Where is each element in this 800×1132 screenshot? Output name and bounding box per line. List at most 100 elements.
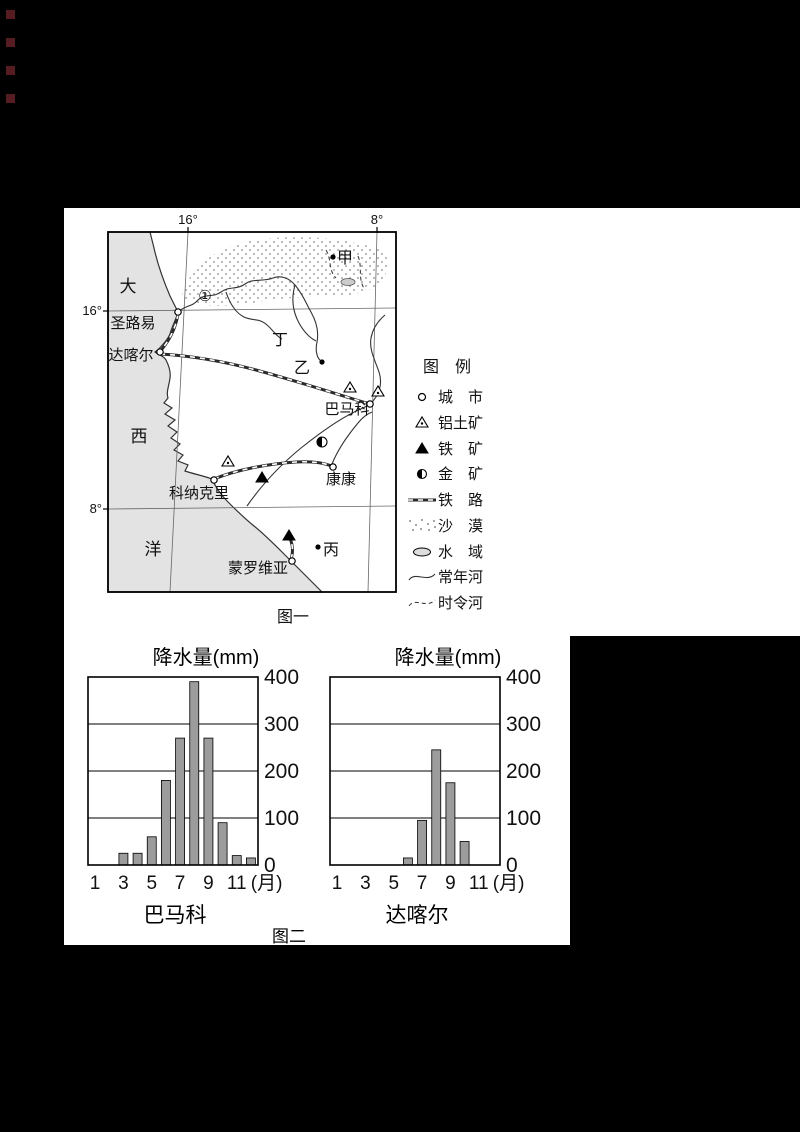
svg-text:7: 7 xyxy=(417,873,428,894)
city-kankan xyxy=(329,463,337,471)
label-kankan: 康康 xyxy=(326,471,356,488)
gold-ore-symbol xyxy=(316,436,328,448)
label-saint-louis: 圣路易 xyxy=(110,315,155,332)
point-jia-dot xyxy=(330,254,336,260)
legend-item-label: 金 矿 xyxy=(438,466,483,483)
svg-text:1: 1 xyxy=(90,873,101,894)
legend-item-label: 铁 路 xyxy=(438,492,483,509)
svg-text:0: 0 xyxy=(264,854,276,877)
svg-text:(月): (月) xyxy=(493,873,525,894)
legend-item-label: 沙 漠 xyxy=(438,518,483,535)
niger-river-upper xyxy=(246,403,371,507)
bauxite-icon xyxy=(415,415,429,428)
chart-title: 降水量(mm) xyxy=(152,647,260,669)
perennial-river-icon xyxy=(408,573,436,581)
lat-label-8: 8° xyxy=(90,501,102,516)
water-icon xyxy=(413,547,431,557)
svg-text:400: 400 xyxy=(264,669,299,689)
lon-label-8: 8° xyxy=(371,212,383,227)
gold-ore-icon xyxy=(416,468,428,480)
scan-artifact xyxy=(6,38,15,47)
label-point-bing: 丙 xyxy=(323,542,339,559)
label-point-ding: 丁 xyxy=(272,332,288,349)
label-bamako: 巴马科 xyxy=(324,401,369,418)
railway-conakry-kankan xyxy=(213,460,333,481)
precip-bar xyxy=(431,749,442,866)
bar-plot-dakar: 0 100 200 300 400 1 3 5 7 9 11 (月) xyxy=(329,669,541,894)
precip-bar xyxy=(231,855,242,866)
faleme-river xyxy=(292,284,317,342)
label-dakar: 达喀尔 xyxy=(108,347,153,364)
precip-bar xyxy=(417,819,427,866)
railway-saintlouis-dakar xyxy=(160,313,180,350)
scan-artifact xyxy=(6,66,15,75)
precip-chart-dakar: 降水量(mm) 0 100 200 300 400 1 3 5 7 9 11 (月) 达喀尔 xyxy=(328,641,568,929)
river-tributary xyxy=(225,291,283,340)
iron-ore-symbol xyxy=(282,529,296,541)
bauxite-symbol xyxy=(371,384,385,397)
milo-river xyxy=(331,411,373,465)
label-conakry: 科纳克里 xyxy=(169,485,229,502)
svg-text:11: 11 xyxy=(227,873,247,894)
legend-item-label: 常年河 xyxy=(438,569,483,586)
desert-area xyxy=(182,237,388,306)
seasonal-river xyxy=(325,249,337,279)
legend-title: 图 例 xyxy=(423,358,471,376)
bar-plot-bamako: 0 100 200 300 400 1 3 5 7 9 11 (月) xyxy=(87,669,299,894)
scan-artifact xyxy=(6,94,15,103)
svg-text:200: 200 xyxy=(506,760,541,783)
svg-text:7: 7 xyxy=(175,873,186,894)
precip-bar xyxy=(132,852,143,866)
svg-text:5: 5 xyxy=(146,873,157,894)
bauxite-symbol xyxy=(343,380,357,393)
precip-bar xyxy=(175,737,185,866)
railway-dakar-bamako xyxy=(159,352,371,406)
city-icon xyxy=(417,392,427,402)
legend-item-label: 铝土矿 xyxy=(438,415,483,432)
city-conakry xyxy=(210,476,218,484)
senegal-river xyxy=(177,276,322,362)
paper-background-bottom xyxy=(64,636,570,945)
point-yi-dot xyxy=(319,359,325,365)
figure2-caption: 图二 xyxy=(272,927,306,946)
parallel-16n xyxy=(107,307,397,312)
svg-text:0: 0 xyxy=(506,854,518,877)
iron-ore-icon xyxy=(415,442,429,454)
desert-icon xyxy=(409,519,436,531)
precip-bar xyxy=(189,681,200,866)
city-monrovia xyxy=(288,557,296,565)
lon-label-16: 16° xyxy=(178,212,198,227)
svg-text:9: 9 xyxy=(203,873,214,894)
svg-text:100: 100 xyxy=(506,807,541,830)
precip-bar xyxy=(161,780,171,866)
label-point-yi: 乙 xyxy=(294,360,310,377)
city-saint-louis xyxy=(174,308,182,316)
seasonal-river xyxy=(357,255,366,291)
lat-label-16: 16° xyxy=(82,303,102,318)
city-bamako xyxy=(366,400,374,408)
chart-city-label: 巴马科 xyxy=(143,904,207,927)
svg-text:11: 11 xyxy=(469,873,489,894)
precip-bar xyxy=(403,857,413,866)
water-area-blob xyxy=(340,278,356,286)
ocean-label-char: 洋 xyxy=(145,540,162,559)
chart-city-label: 达喀尔 xyxy=(385,904,449,927)
label-monrovia: 蒙罗维亚 xyxy=(228,560,288,577)
precip-bar xyxy=(445,782,456,866)
svg-text:5: 5 xyxy=(388,873,399,894)
scan-artifact xyxy=(6,10,15,19)
ocean-label-char: 大 xyxy=(120,277,137,296)
svg-text:400: 400 xyxy=(506,669,541,689)
figure1-west-africa-map: 16° 8° 16° 8° 大 西 洋 ① 圣路易 达喀尔 巴马科 康康 科纳克… xyxy=(82,212,483,626)
ocean-label-char: 西 xyxy=(131,427,148,446)
map-legend: 图 例 城 市 铝土矿 铁 矿 金 矿 铁 路 xyxy=(408,358,483,612)
svg-text:(月): (月) xyxy=(251,873,283,894)
map-frame xyxy=(107,231,397,593)
precip-bar xyxy=(118,852,129,866)
label-point-jia: 甲 xyxy=(337,250,353,267)
chart-title: 降水量(mm) xyxy=(394,647,502,669)
svg-text:9: 9 xyxy=(445,873,456,894)
svg-text:300: 300 xyxy=(506,713,541,736)
meridian-8w xyxy=(367,231,378,593)
